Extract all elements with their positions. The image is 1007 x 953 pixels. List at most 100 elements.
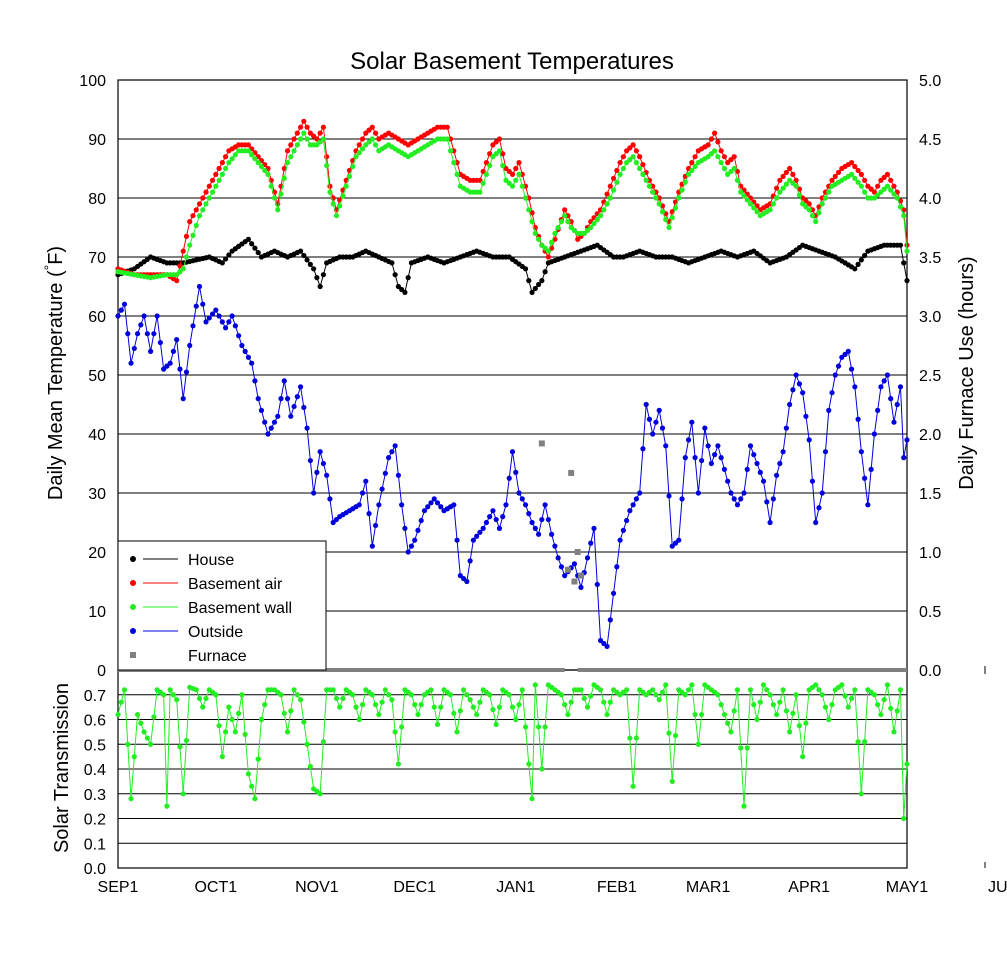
basement-air-point: [369, 124, 375, 130]
basement-wall-point: [275, 207, 281, 213]
basement-wall-point: [558, 219, 565, 225]
outside-point: [698, 457, 705, 464]
outside-point: [617, 537, 623, 543]
legend-marker-basement-wall: [130, 604, 136, 610]
solar-transmission-point: [369, 692, 375, 698]
basement-wall-point: [180, 266, 186, 272]
solar-transmission-point: [764, 687, 770, 693]
outside-point: [800, 390, 806, 396]
outside-point: [203, 319, 209, 325]
outside-point: [434, 500, 441, 506]
house-point: [311, 266, 317, 272]
basement-wall-point: [731, 165, 737, 172]
outside-point: [170, 348, 177, 354]
basement-air-point: [852, 163, 858, 170]
basement-wall-point: [855, 179, 861, 185]
basement-wall-point: [816, 210, 822, 216]
solar-transmission-point: [395, 761, 401, 767]
basement-wall-point: [529, 219, 535, 225]
basement-air-point: [777, 177, 783, 183]
solar-transmission-point: [138, 720, 144, 726]
solar-transmission-point: [216, 723, 222, 729]
solar-transmission-point: [161, 692, 167, 698]
outside-point: [258, 407, 265, 413]
solar-transmission-point: [457, 708, 463, 714]
solar-transmission-point: [669, 778, 675, 784]
basement-wall-point: [249, 152, 255, 158]
outside-point: [653, 419, 659, 425]
solar-transmission-point: [128, 796, 134, 802]
basement-wall-point: [640, 171, 646, 177]
solar-transmission-point: [447, 692, 454, 698]
outside-point: [506, 475, 512, 481]
solar-transmission-point: [333, 695, 340, 702]
solar-transmission-point: [633, 735, 639, 741]
basement-wall-point: [891, 191, 897, 197]
outside-point: [187, 342, 193, 349]
x-tick-label: JAN1: [496, 879, 535, 896]
solar-transmission-point: [141, 729, 147, 735]
house-point: [219, 260, 225, 266]
basement-wall-point: [222, 165, 229, 172]
basement-air-point: [509, 171, 516, 177]
outside-point: [728, 490, 734, 496]
basement-air-point: [496, 136, 503, 142]
solar-tick-label: 0.4: [84, 762, 106, 779]
solar-transmission-point: [379, 699, 385, 705]
x-tick-label: SEP1: [98, 879, 139, 896]
outside-point: [291, 403, 297, 410]
solar-transmission-point: [901, 815, 907, 822]
solar-transmission-point: [340, 695, 346, 702]
solar-transmission-point: [731, 708, 737, 714]
outside-point: [490, 508, 496, 514]
outside-point: [624, 517, 630, 524]
outside-point: [379, 486, 385, 492]
house-point: [304, 257, 310, 263]
legend-marker-outside: [130, 628, 136, 634]
solar-transmission-point: [734, 687, 741, 693]
outside-point: [901, 455, 907, 461]
legend-marker-house: [130, 556, 136, 562]
outside-point: [262, 419, 268, 425]
solar-transmission-point: [304, 741, 310, 747]
outside-point: [835, 363, 842, 369]
solar-transmission-point: [770, 702, 776, 708]
basement-wall-point: [203, 201, 209, 207]
furnace-point: [571, 578, 578, 585]
outside-point: [209, 311, 216, 317]
outside-point: [141, 313, 147, 319]
y2-tick-label: 3.5: [919, 250, 941, 267]
x-tick-label: NOV1: [295, 879, 339, 896]
outside-point: [359, 490, 366, 496]
outside-point: [121, 301, 128, 307]
outside-point: [288, 413, 294, 419]
basement-wall-point: [858, 183, 864, 189]
basement-wall-point: [284, 160, 291, 166]
outside-point: [822, 449, 829, 455]
solar-transmission-point: [239, 692, 245, 698]
basement-air-point: [610, 175, 617, 181]
furnace-point: [564, 566, 571, 573]
basement-wall-point: [245, 148, 252, 154]
outside-point: [659, 425, 666, 431]
outside-point: [656, 407, 662, 413]
basement-air-point: [320, 124, 327, 130]
basement-wall-point: [904, 248, 910, 254]
outside-point: [777, 460, 783, 467]
degree-symbol: °: [41, 265, 57, 271]
outside-point: [607, 617, 613, 623]
y2-tick-label: 1.5: [919, 486, 941, 503]
basement-air-point: [301, 118, 307, 124]
house-point: [904, 278, 910, 284]
basement-wall-point: [826, 189, 832, 195]
basement-air-point: [288, 142, 294, 148]
solar-transmission-point: [604, 711, 610, 718]
outside-point: [747, 443, 754, 449]
basement-wall-point: [796, 192, 803, 198]
basement-wall-point: [741, 193, 747, 199]
basement-air-point: [637, 154, 643, 160]
solar-transmission-point: [777, 699, 783, 705]
outside-point: [552, 543, 558, 549]
basement-wall-point: [663, 217, 669, 223]
y2-tick-label: 3.0: [919, 309, 941, 326]
